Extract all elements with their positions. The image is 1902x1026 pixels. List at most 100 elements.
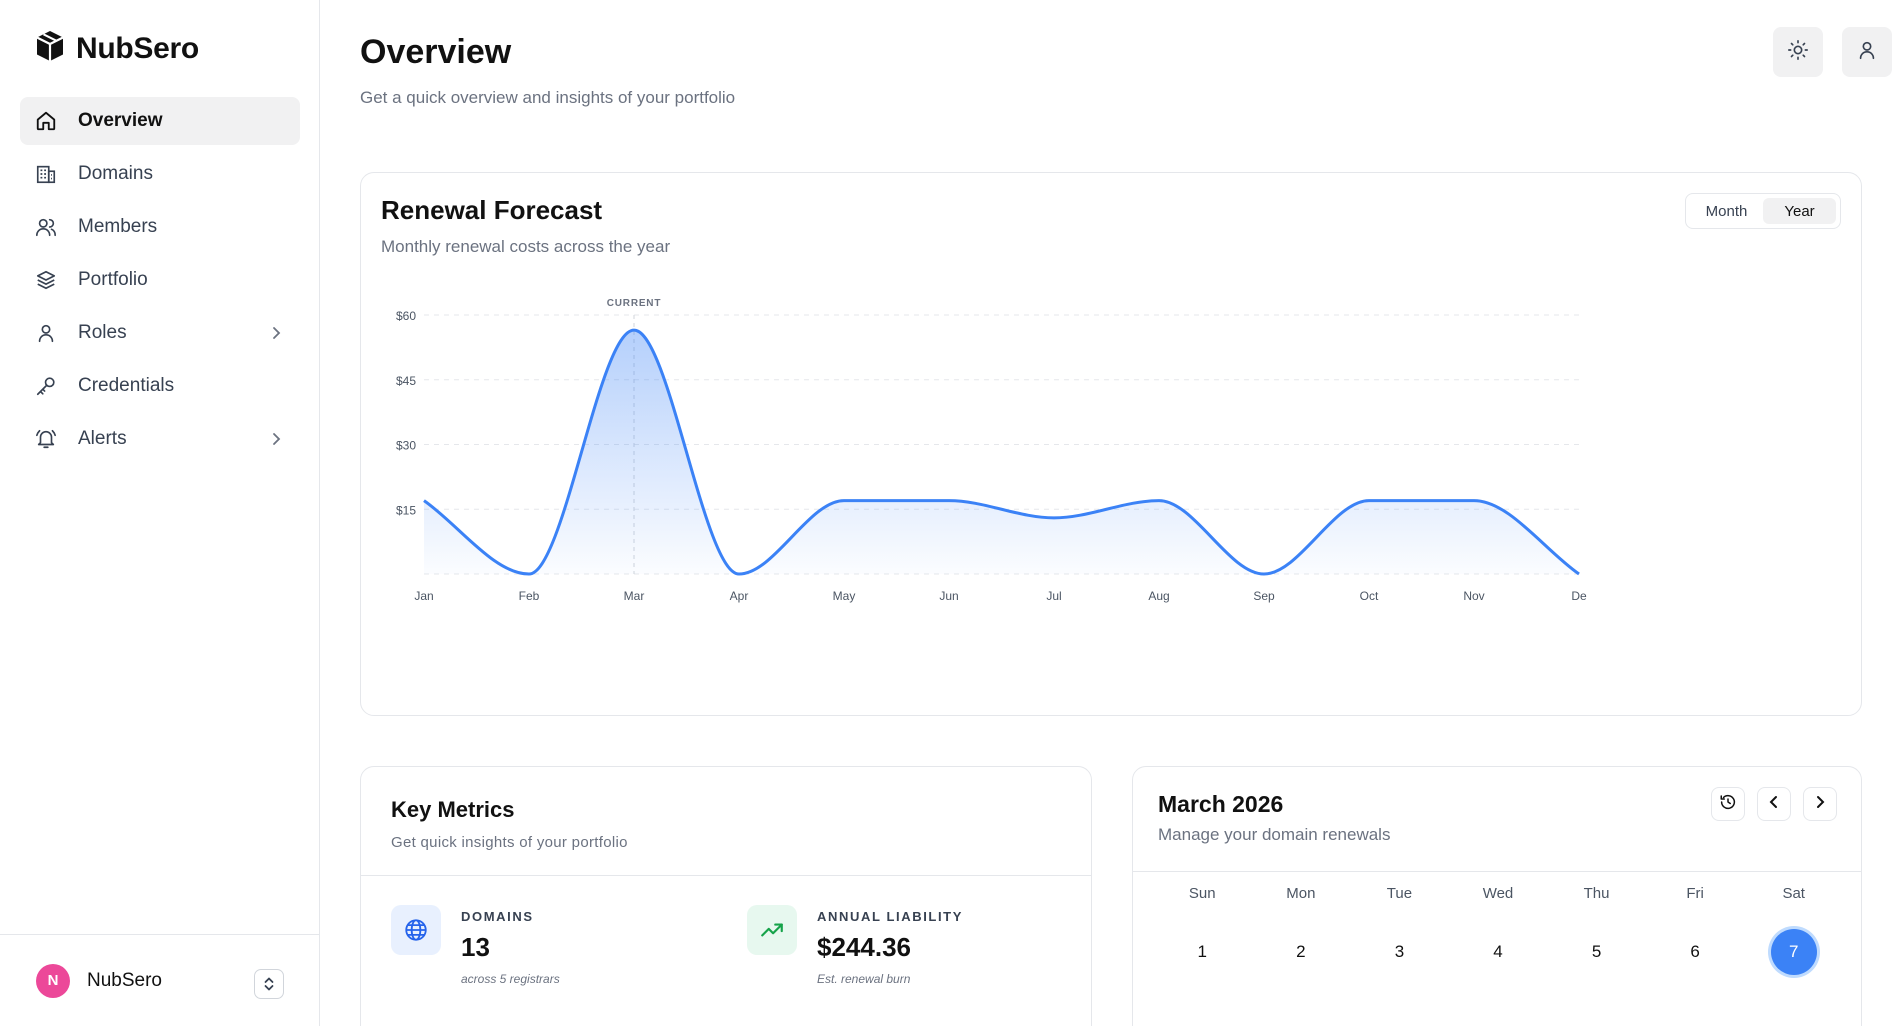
logo-icon xyxy=(36,30,64,67)
x-tick-label: Mar xyxy=(624,589,645,603)
current-label: CURRENT xyxy=(607,298,662,309)
sidebar-item-domains[interactable]: Domains xyxy=(20,150,300,198)
chevron-right-icon xyxy=(1813,794,1827,815)
card-subtitle: Monthly renewal costs across the year xyxy=(381,237,671,256)
metric-label: ANNUAL LIABILITY xyxy=(817,909,963,924)
x-tick-label: May xyxy=(833,589,856,603)
chevrons-up-down-icon[interactable] xyxy=(254,969,284,999)
sidebar-item-alerts[interactable]: Alerts xyxy=(20,415,300,463)
sidebar-item-label: Domains xyxy=(78,163,153,184)
y-tick-label: $60 xyxy=(396,309,416,323)
sun-icon xyxy=(1787,39,1809,66)
x-tick-label: Jul xyxy=(1046,589,1061,603)
chevron-right-icon xyxy=(270,429,284,455)
calendar-title: March 2026 xyxy=(1158,791,1284,817)
theme-toggle-button[interactable] xyxy=(1773,27,1823,77)
x-tick-label: Jun xyxy=(939,589,958,603)
calendar-day[interactable]: 1 xyxy=(1197,942,1208,961)
users-icon xyxy=(34,215,58,239)
sidebar-item-label: Overview xyxy=(78,110,163,131)
sidebar-item-label: Portfolio xyxy=(78,269,148,290)
x-tick-label: Sep xyxy=(1253,589,1275,603)
x-tick-label: Feb xyxy=(519,589,540,603)
avatar: N xyxy=(36,963,70,998)
calendar-subtitle: Manage your domain renewals xyxy=(1158,825,1391,844)
calendar-day-today[interactable]: 7 xyxy=(1744,927,1843,977)
chevron-right-icon xyxy=(270,323,284,349)
x-tick-label: Oct xyxy=(1360,589,1379,603)
card-title: Key Metrics xyxy=(391,797,515,822)
user-menu-button[interactable] xyxy=(1842,27,1892,77)
chevron-left-icon xyxy=(1767,794,1781,815)
period-toggle: Month Year xyxy=(1685,193,1841,229)
weekday-label: Thu xyxy=(1583,885,1610,902)
metric-note: across 5 registrars xyxy=(461,972,560,986)
key-icon xyxy=(34,374,58,398)
divider xyxy=(1133,871,1861,872)
account-switcher[interactable]: N NubSero xyxy=(0,934,320,1026)
metric-note: Est. renewal burn xyxy=(817,972,911,986)
sidebar-item-label: Roles xyxy=(78,322,127,343)
weekday-label: Mon xyxy=(1286,885,1316,902)
sidebar-item-label: Credentials xyxy=(78,375,175,396)
weekday-label: Tue xyxy=(1386,885,1413,902)
sidebar-item-overview[interactable]: Overview xyxy=(20,97,300,145)
sidebar-item-label: Members xyxy=(78,216,158,237)
user-icon xyxy=(34,321,58,345)
account-name: NubSero xyxy=(87,969,162,991)
weekday-label: Sun xyxy=(1188,885,1216,902)
user-icon xyxy=(1856,39,1878,66)
sidebar-item-roles[interactable]: Roles xyxy=(20,309,300,357)
sidebar-nav: Overview Domains Members Portfolio Roles… xyxy=(20,97,300,468)
weekday-label: Wed xyxy=(1482,885,1514,902)
layers-icon xyxy=(34,268,58,292)
card-subtitle: Get quick insights of your portfolio xyxy=(391,834,628,851)
weekday-label: Fri xyxy=(1686,885,1704,902)
card-title: Renewal Forecast xyxy=(381,195,603,225)
weekday-label: Sat xyxy=(1782,885,1805,902)
x-tick-label: Apr xyxy=(730,589,749,603)
brand-name: NubSero xyxy=(76,31,199,65)
metric-value: $244.36 xyxy=(817,932,911,962)
trend-up-icon xyxy=(747,905,797,955)
calendar-day[interactable]: 5 xyxy=(1591,942,1602,961)
calendar-day[interactable]: 2 xyxy=(1296,942,1306,961)
y-tick-label: $30 xyxy=(396,439,416,453)
renewal-forecast-card: Renewal Forecast Monthly renewal costs a… xyxy=(360,172,1862,716)
calendar-day[interactable]: 6 xyxy=(1690,942,1700,961)
sidebar-item-members[interactable]: Members xyxy=(20,203,300,251)
sidebar-item-label: Alerts xyxy=(78,428,127,449)
calendar-day[interactable]: 4 xyxy=(1493,942,1503,961)
history-icon xyxy=(1719,793,1737,816)
toggle-year[interactable]: Year xyxy=(1763,198,1836,224)
calendar-day[interactable]: 3 xyxy=(1394,942,1405,961)
building-icon xyxy=(34,162,58,186)
x-tick-label: De xyxy=(1571,589,1587,603)
sidebar: NubSero Overview Domains Members Portfol… xyxy=(0,0,320,1026)
calendar-grid: Sun Mon Tue Wed Thu Fri Sat 1 2 3 4 5 6 … xyxy=(1153,885,1843,977)
brand[interactable]: NubSero xyxy=(36,30,199,67)
toggle-month[interactable]: Month xyxy=(1705,202,1748,220)
renewal-forecast-chart: $15 $30 $45 $60 CURRENT Jan Feb Mar Apr May Jun Ju… xyxy=(396,298,1587,603)
metric-annual-liability: ANNUAL LIABILITY $244.36 Est. renewal bu… xyxy=(747,905,963,986)
next-month-button[interactable] xyxy=(1803,787,1837,821)
today-button[interactable] xyxy=(1711,787,1745,821)
metric-value: 13 xyxy=(461,932,490,962)
metric-domains: DOMAINS 13 across 5 registrars xyxy=(391,905,560,986)
x-tick-label: Nov xyxy=(1463,589,1484,603)
divider xyxy=(361,875,1091,876)
x-tick-label: Aug xyxy=(1148,589,1169,603)
prev-month-button[interactable] xyxy=(1757,787,1791,821)
key-metrics-card: Key Metrics Get quick insights of your p… xyxy=(360,766,1092,1026)
metric-label: DOMAINS xyxy=(461,909,534,924)
page-title: Overview xyxy=(360,33,512,71)
area-fill xyxy=(424,330,1579,574)
page-subtitle: Get a quick overview and insights of you… xyxy=(360,88,736,107)
y-tick-label: $45 xyxy=(396,374,416,388)
bell-icon xyxy=(34,427,58,451)
sidebar-item-credentials[interactable]: Credentials xyxy=(20,362,300,410)
x-tick-label: Jan xyxy=(414,589,433,603)
sidebar-item-portfolio[interactable]: Portfolio xyxy=(20,256,300,304)
home-icon xyxy=(34,109,58,133)
globe-icon xyxy=(391,905,441,955)
